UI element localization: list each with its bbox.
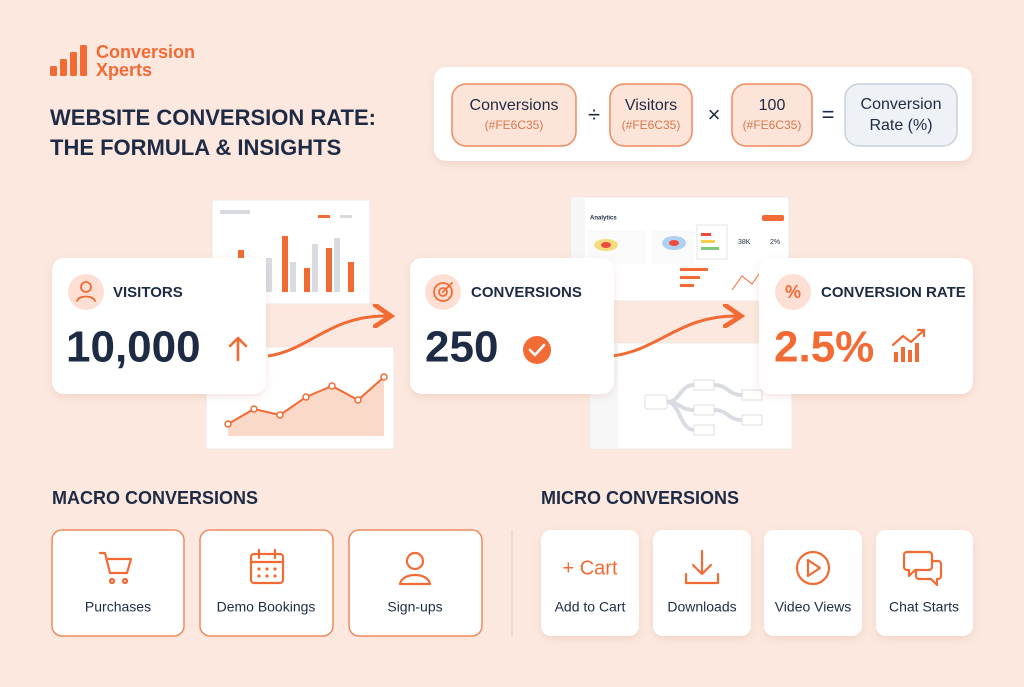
dashboard-stat: 38K bbox=[738, 239, 751, 246]
cart-icon-text: + Cart bbox=[562, 557, 617, 579]
dashboard-stat: 2% bbox=[770, 239, 780, 246]
logo: Conversion Xperts bbox=[50, 42, 195, 80]
macro-card: Demo Bookings bbox=[199, 529, 334, 637]
metric-card: % CONVERSION RATE 2.5% bbox=[759, 258, 973, 394]
macro-label: Demo Bookings bbox=[217, 599, 316, 615]
micro-label: Add to Cart bbox=[555, 599, 626, 615]
trend-icon bbox=[891, 328, 926, 362]
brand-name: Xperts bbox=[96, 60, 152, 80]
metric-card: CONVERSIONS 250 bbox=[410, 258, 614, 394]
macro-card: Purchases bbox=[51, 529, 185, 637]
brand-name: Conversion bbox=[96, 42, 195, 62]
macro-card: Sign-ups bbox=[348, 529, 483, 637]
formula-term: Conversions bbox=[470, 97, 559, 114]
section-title: MACRO CONVERSIONS bbox=[52, 488, 258, 508]
page-title: THE FORMULA & INSIGHTS bbox=[50, 135, 341, 160]
micro-label: Chat Starts bbox=[889, 599, 959, 615]
micro-label: Video Views bbox=[775, 599, 852, 615]
formula-term: Visitors bbox=[625, 97, 677, 114]
formula-operator: ÷ bbox=[588, 102, 600, 127]
macro-label: Purchases bbox=[85, 599, 151, 615]
micro-card: + Cart Add to Cart bbox=[541, 530, 639, 636]
micro-card: Chat Starts bbox=[876, 530, 973, 636]
formula-operator: × bbox=[708, 102, 721, 127]
metric-label: CONVERSIONS bbox=[471, 284, 582, 301]
formula-result: Rate (%) bbox=[869, 117, 932, 134]
micro-card: Video Views bbox=[764, 530, 862, 636]
section-title: MICRO CONVERSIONS bbox=[541, 488, 739, 508]
formula-term: 100 bbox=[759, 97, 786, 114]
formula-note: (#FE6C35) bbox=[622, 118, 681, 132]
flow-arrow bbox=[611, 316, 738, 358]
page-title: WEBSITE CONVERSION RATE: bbox=[50, 105, 376, 130]
metric-card: VISITORS 10,000 bbox=[52, 258, 266, 394]
metric-label: CONVERSION RATE bbox=[821, 284, 966, 301]
formula-note: (#FE6C35) bbox=[743, 118, 802, 132]
formula-note: (#FE6C35) bbox=[485, 118, 544, 132]
metric-value: 10,000 bbox=[66, 323, 201, 372]
metric-value: 250 bbox=[425, 323, 498, 372]
percent-icon: % bbox=[785, 282, 801, 302]
formula-result: Conversion bbox=[861, 96, 942, 113]
metric-value: 2.5% bbox=[774, 323, 874, 372]
micro-label: Downloads bbox=[667, 599, 736, 615]
metric-label: VISITORS bbox=[113, 284, 183, 301]
formula-operator: = bbox=[822, 102, 835, 127]
micro-card: Downloads bbox=[653, 530, 751, 636]
formula-panel: Conversions (#FE6C35) ÷ Visitors (#FE6C3… bbox=[434, 67, 972, 161]
macro-label: Sign-ups bbox=[387, 599, 442, 615]
dashboard-title: Analytics bbox=[590, 216, 617, 222]
flow-arrow bbox=[267, 316, 388, 358]
